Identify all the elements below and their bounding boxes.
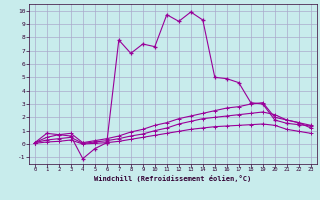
X-axis label: Windchill (Refroidissement éolien,°C): Windchill (Refroidissement éolien,°C) (94, 175, 252, 182)
